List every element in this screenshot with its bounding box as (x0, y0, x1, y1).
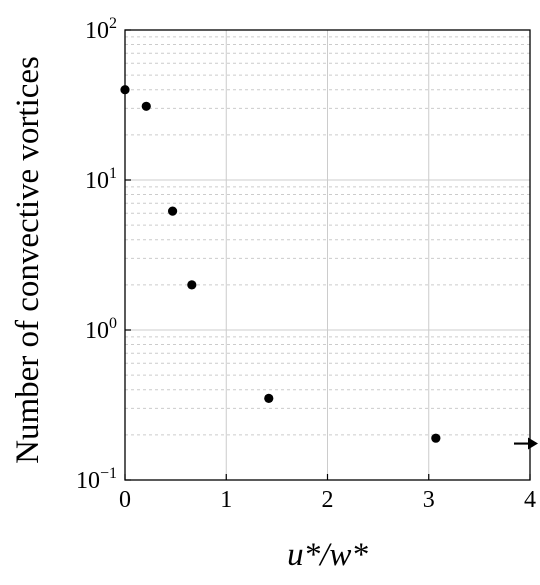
data-point (264, 393, 274, 403)
data-point (187, 280, 197, 290)
y-tick-label: 101 (85, 165, 117, 194)
x-tick-label: 1 (220, 487, 232, 513)
data-point (167, 206, 178, 216)
grid (124, 29, 531, 481)
y-tick-label: 10−1 (76, 465, 117, 494)
data-point (120, 85, 130, 95)
axis-ticks: 0 1 2 3 4 10−1 100 101 102 (76, 15, 536, 513)
out-of-range-arrow-head (528, 437, 538, 450)
x-tick-label: 4 (524, 487, 536, 513)
y-tick-label: 102 (85, 15, 117, 44)
x-axis-title: u*/w* (287, 537, 368, 573)
y-axis-title: Number of convective vortices (10, 56, 46, 464)
x-tick-label: 0 (119, 487, 131, 513)
x-tick-label: 2 (322, 487, 334, 513)
y-tick-label: 100 (85, 315, 117, 344)
data-points (120, 85, 441, 443)
x-tick-label: 3 (423, 487, 435, 513)
annotations (514, 437, 538, 450)
data-point (431, 433, 441, 443)
data-point (141, 101, 151, 111)
